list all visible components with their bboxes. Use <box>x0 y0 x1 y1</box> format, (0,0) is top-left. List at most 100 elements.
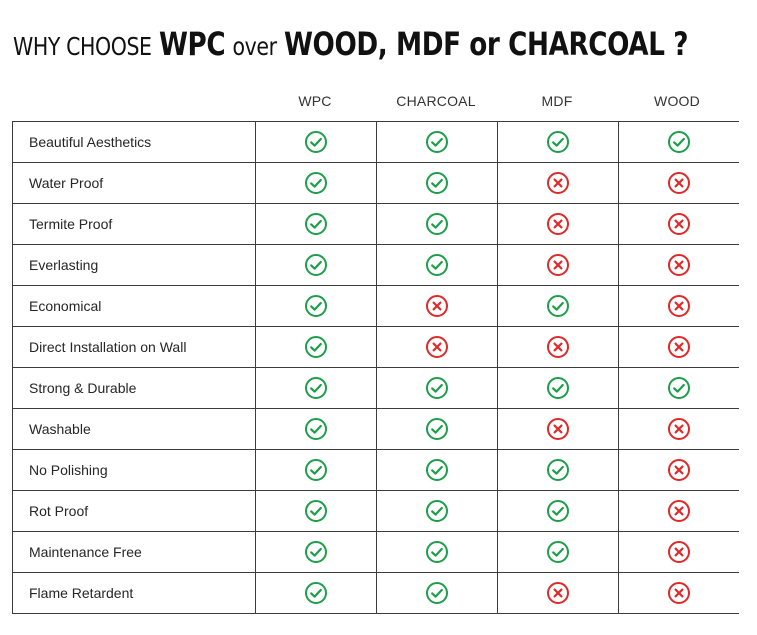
cell-mdf <box>497 408 619 450</box>
cell-charcoal <box>376 121 498 163</box>
check-circle-icon <box>546 540 570 564</box>
column-header-mdf: MDF <box>541 93 573 109</box>
x-circle-icon <box>546 212 570 236</box>
check-circle-icon <box>304 253 328 277</box>
cell-charcoal <box>376 326 498 368</box>
check-circle-icon <box>425 581 449 605</box>
check-circle-icon <box>425 540 449 564</box>
feature-label: Termite Proof <box>12 203 256 245</box>
x-circle-icon <box>546 335 570 359</box>
check-circle-icon <box>304 581 328 605</box>
cell-wood <box>618 244 739 286</box>
x-circle-icon <box>667 581 691 605</box>
cell-mdf <box>497 162 619 204</box>
check-circle-icon <box>425 499 449 523</box>
cell-charcoal <box>376 572 498 614</box>
cell-charcoal <box>376 367 498 409</box>
cell-wpc <box>255 531 377 573</box>
cell-mdf <box>497 449 619 491</box>
cell-mdf <box>497 367 619 409</box>
cell-wpc <box>255 490 377 532</box>
check-circle-icon <box>546 458 570 482</box>
cell-mdf <box>497 244 619 286</box>
table-row: Strong & Durable <box>12 367 739 409</box>
table-row: Everlasting <box>12 244 739 286</box>
title-over: over <box>232 32 277 62</box>
cell-mdf <box>497 490 619 532</box>
cell-wood <box>618 531 739 573</box>
cell-mdf <box>497 572 619 614</box>
cell-wpc <box>255 367 377 409</box>
cell-charcoal <box>376 162 498 204</box>
cell-wood <box>618 572 739 614</box>
cell-mdf <box>497 326 619 368</box>
check-circle-icon <box>425 171 449 195</box>
x-circle-icon <box>667 335 691 359</box>
column-header-charcoal: CHARCOAL <box>396 93 476 109</box>
feature-label: Everlasting <box>12 244 256 286</box>
check-circle-icon <box>425 376 449 400</box>
cell-wpc <box>255 449 377 491</box>
feature-label: Beautiful Aesthetics <box>12 121 256 163</box>
feature-label: Washable <box>12 408 256 450</box>
cell-charcoal <box>376 285 498 327</box>
x-circle-icon <box>546 253 570 277</box>
check-circle-icon <box>546 294 570 318</box>
table-row: Washable <box>12 408 739 450</box>
cell-charcoal <box>376 408 498 450</box>
title-wpc: WPC <box>158 25 226 64</box>
check-circle-icon <box>304 335 328 359</box>
feature-label: Direct Installation on Wall <box>12 326 256 368</box>
cell-wood <box>618 367 739 409</box>
check-circle-icon <box>304 130 328 154</box>
feature-label: Flame Retardent <box>12 572 256 614</box>
comparison-table: Beautiful Aesthetics Water Proof Termite P… <box>12 121 739 614</box>
check-circle-icon <box>304 171 328 195</box>
check-circle-icon <box>304 540 328 564</box>
x-circle-icon <box>667 212 691 236</box>
check-circle-icon <box>425 253 449 277</box>
cell-wpc <box>255 203 377 245</box>
cell-mdf <box>497 531 619 573</box>
cell-wood <box>618 449 739 491</box>
check-circle-icon <box>304 294 328 318</box>
table-row: Water Proof <box>12 162 739 204</box>
x-circle-icon <box>425 335 449 359</box>
cell-charcoal <box>376 203 498 245</box>
x-circle-icon <box>667 417 691 441</box>
check-circle-icon <box>304 458 328 482</box>
x-circle-icon <box>546 171 570 195</box>
table-row: Rot Proof <box>12 490 739 532</box>
check-circle-icon <box>667 130 691 154</box>
cell-mdf <box>497 203 619 245</box>
check-circle-icon <box>425 417 449 441</box>
x-circle-icon <box>667 294 691 318</box>
x-circle-icon <box>667 499 691 523</box>
cell-wpc <box>255 121 377 163</box>
cell-mdf <box>497 121 619 163</box>
column-header-wpc: WPC <box>298 93 332 109</box>
x-circle-icon <box>667 171 691 195</box>
cell-wpc <box>255 408 377 450</box>
cell-wood <box>618 490 739 532</box>
cell-wood <box>618 408 739 450</box>
check-circle-icon <box>304 417 328 441</box>
table-row: Direct Installation on Wall <box>12 326 739 368</box>
x-circle-icon <box>667 540 691 564</box>
x-circle-icon <box>546 581 570 605</box>
x-circle-icon <box>546 417 570 441</box>
cell-charcoal <box>376 449 498 491</box>
feature-label: Strong & Durable <box>12 367 256 409</box>
check-circle-icon <box>546 130 570 154</box>
cell-mdf <box>497 285 619 327</box>
table-row: Economical <box>12 285 739 327</box>
check-circle-icon <box>304 499 328 523</box>
feature-label: No Polishing <box>12 449 256 491</box>
cell-wpc <box>255 326 377 368</box>
table-row: Flame Retardent <box>12 572 739 614</box>
feature-label: Rot Proof <box>12 490 256 532</box>
title-materials: WOOD, MDF or CHARCOAL ? <box>284 25 689 64</box>
cell-charcoal <box>376 531 498 573</box>
x-circle-icon <box>667 458 691 482</box>
cell-charcoal <box>376 490 498 532</box>
